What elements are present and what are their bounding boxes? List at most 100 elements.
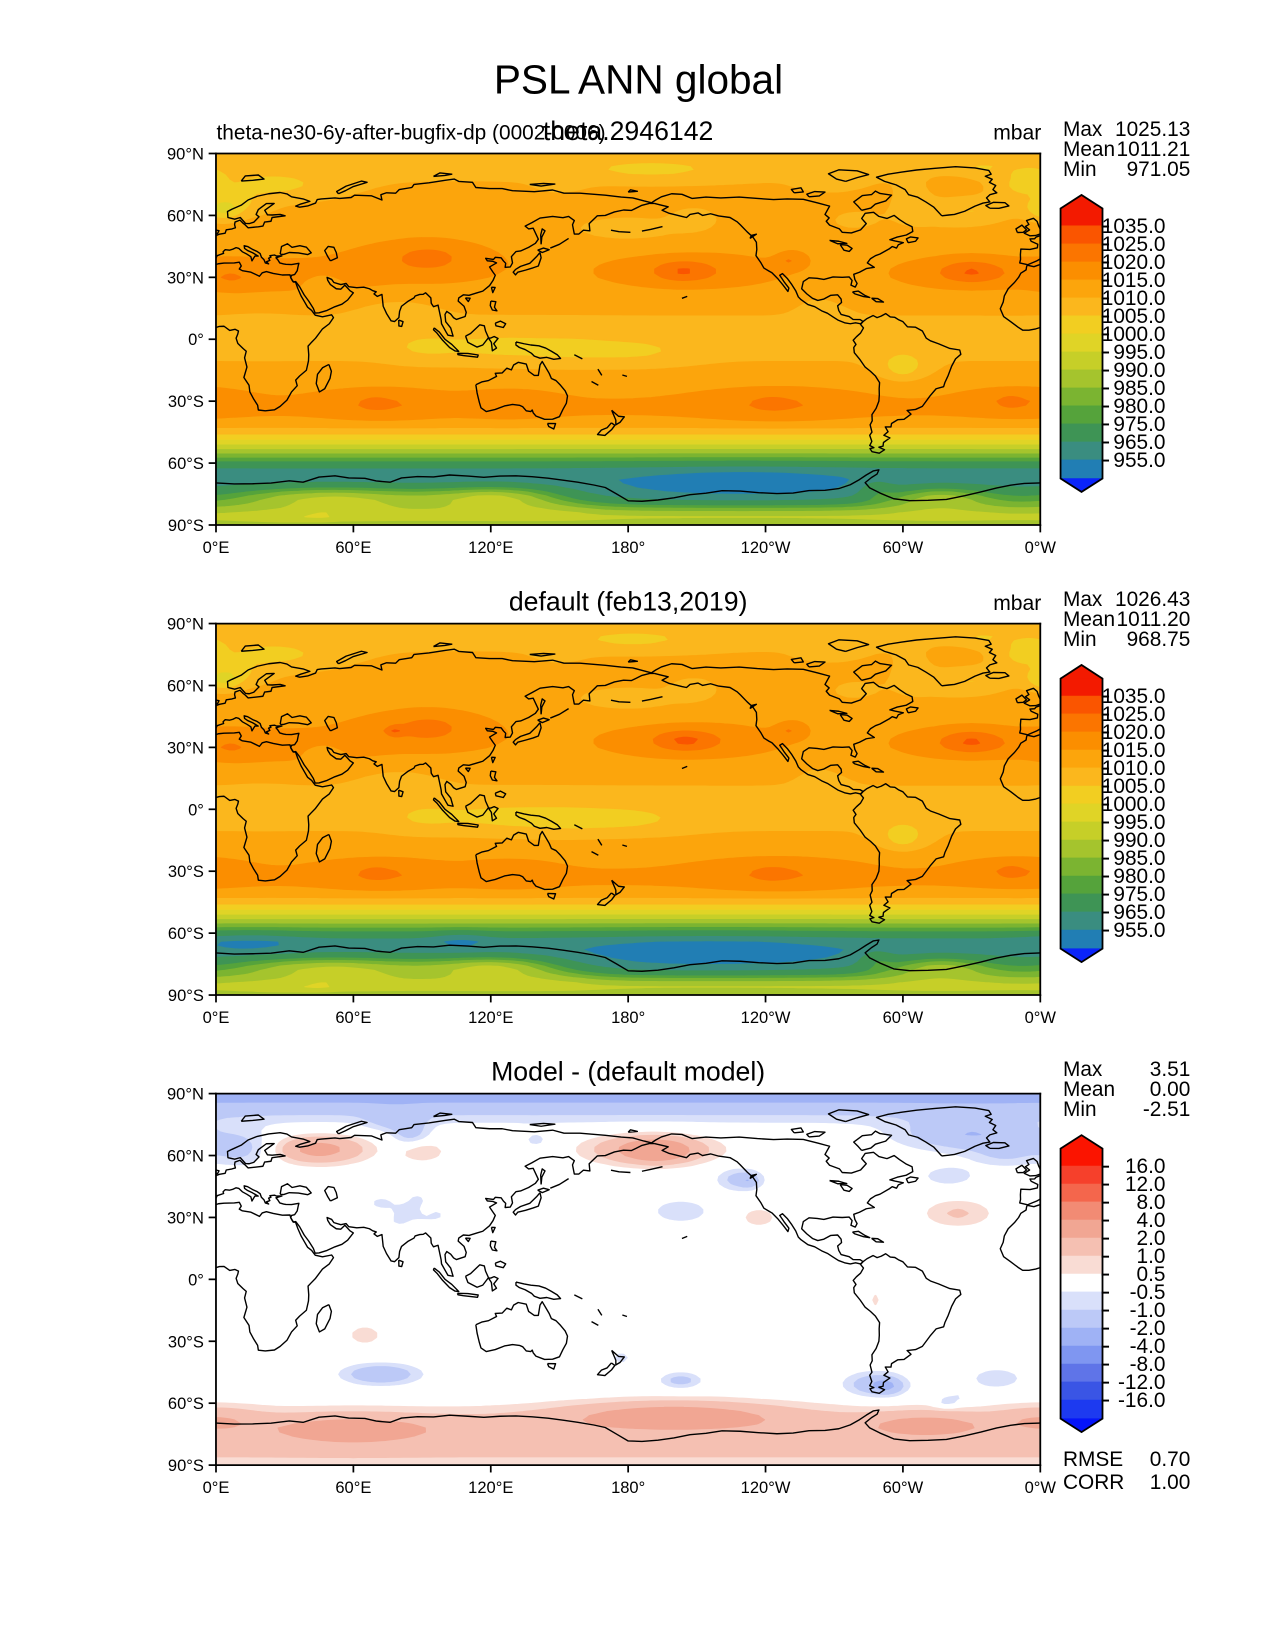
svg-text:30°S: 30°S: [168, 1332, 204, 1351]
svg-text:60°W: 60°W: [883, 1008, 924, 1027]
svg-text:0°E: 0°E: [203, 538, 230, 557]
svg-text:0.5: 0.5: [1137, 1263, 1166, 1286]
svg-text:-12.0: -12.0: [1118, 1371, 1165, 1394]
svg-text:30°N: 30°N: [167, 738, 204, 757]
svg-text:90°S: 90°S: [168, 516, 204, 535]
svg-text:CORR: CORR: [1063, 1471, 1124, 1494]
svg-text:1015.0: 1015.0: [1102, 739, 1166, 762]
svg-text:90°N: 90°N: [167, 144, 204, 163]
svg-text:default (feb13,2019): default (feb13,2019): [509, 587, 748, 617]
svg-text:-1.0: -1.0: [1130, 1299, 1166, 1322]
svg-text:120°E: 120°E: [468, 1008, 513, 1027]
svg-text:1011.21: 1011.21: [1117, 138, 1191, 161]
svg-text:0°W: 0°W: [1025, 1008, 1057, 1027]
svg-text:Min: Min: [1063, 158, 1097, 181]
svg-text:985.0: 985.0: [1113, 847, 1165, 870]
svg-text:990.0: 990.0: [1113, 829, 1165, 852]
svg-text:1010.0: 1010.0: [1102, 287, 1166, 310]
svg-text:120°E: 120°E: [468, 1478, 513, 1497]
svg-text:90°S: 90°S: [168, 986, 204, 1005]
svg-text:60°S: 60°S: [168, 454, 204, 473]
svg-text:Model - (default model): Model - (default model): [491, 1057, 765, 1087]
svg-text:0.70: 0.70: [1150, 1448, 1191, 1471]
svg-text:Min: Min: [1063, 1098, 1097, 1121]
svg-text:995.0: 995.0: [1113, 811, 1165, 834]
svg-text:-4.0: -4.0: [1130, 1335, 1166, 1358]
svg-text:965.0: 965.0: [1113, 901, 1165, 924]
svg-text:30°N: 30°N: [167, 1208, 204, 1227]
svg-text:3.51: 3.51: [1150, 1058, 1191, 1081]
svg-text:1026.43: 1026.43: [1115, 588, 1190, 611]
svg-text:1000.0: 1000.0: [1102, 323, 1166, 346]
svg-text:RMSE: RMSE: [1063, 1448, 1123, 1471]
svg-text:60°S: 60°S: [168, 924, 204, 943]
svg-text:-2.51: -2.51: [1143, 1098, 1190, 1121]
svg-text:0°: 0°: [188, 330, 204, 349]
svg-text:60°W: 60°W: [883, 1478, 924, 1497]
svg-text:980.0: 980.0: [1113, 395, 1165, 418]
svg-text:60°E: 60°E: [335, 1478, 371, 1497]
svg-text:120°W: 120°W: [741, 538, 791, 557]
svg-text:955.0: 955.0: [1113, 449, 1165, 472]
svg-text:-8.0: -8.0: [1130, 1353, 1166, 1376]
svg-text:985.0: 985.0: [1113, 377, 1165, 400]
svg-text:1.00: 1.00: [1150, 1471, 1191, 1494]
svg-text:120°W: 120°W: [741, 1478, 791, 1497]
svg-text:1025.0: 1025.0: [1102, 233, 1166, 256]
svg-text:975.0: 975.0: [1113, 413, 1165, 436]
svg-text:Max: Max: [1063, 118, 1103, 141]
svg-text:8.0: 8.0: [1137, 1191, 1166, 1214]
svg-text:1025.0: 1025.0: [1102, 703, 1166, 726]
svg-text:mbar: mbar: [993, 122, 1041, 145]
svg-text:1020.0: 1020.0: [1102, 251, 1166, 274]
svg-text:4.0: 4.0: [1137, 1209, 1166, 1232]
svg-text:PSL ANN global: PSL ANN global: [494, 56, 783, 102]
svg-text:Min: Min: [1063, 628, 1097, 651]
svg-text:180°: 180°: [611, 1008, 645, 1027]
svg-text:2.0: 2.0: [1137, 1227, 1166, 1250]
svg-text:12.0: 12.0: [1125, 1173, 1166, 1196]
svg-text:975.0: 975.0: [1113, 883, 1165, 906]
svg-text:-0.5: -0.5: [1130, 1281, 1166, 1304]
svg-text:0°: 0°: [188, 1270, 204, 1289]
svg-text:theta.2946142: theta.2946142: [543, 116, 713, 146]
svg-text:Max: Max: [1063, 588, 1103, 611]
svg-text:180°: 180°: [611, 1478, 645, 1497]
svg-text:60°N: 60°N: [167, 206, 204, 225]
svg-text:theta-ne30-6y-after-bugfix-dp: theta-ne30-6y-after-bugfix-dp (0002-0006…: [217, 122, 606, 145]
svg-text:1005.0: 1005.0: [1102, 305, 1166, 328]
svg-text:60°W: 60°W: [883, 538, 924, 557]
svg-text:Max: Max: [1063, 1058, 1103, 1081]
svg-text:0°W: 0°W: [1025, 538, 1057, 557]
svg-text:60°N: 60°N: [167, 676, 204, 695]
svg-text:1035.0: 1035.0: [1102, 215, 1166, 238]
svg-text:1011.20: 1011.20: [1117, 608, 1191, 631]
svg-text:1025.13: 1025.13: [1115, 118, 1190, 141]
svg-text:Mean: Mean: [1063, 138, 1115, 161]
svg-text:0°: 0°: [188, 800, 204, 819]
svg-text:60°E: 60°E: [335, 538, 371, 557]
svg-text:30°S: 30°S: [168, 392, 204, 411]
svg-text:971.05: 971.05: [1127, 158, 1191, 181]
svg-text:1005.0: 1005.0: [1102, 775, 1166, 798]
svg-text:1.0: 1.0: [1137, 1245, 1166, 1268]
svg-text:1020.0: 1020.0: [1102, 721, 1166, 744]
svg-text:955.0: 955.0: [1113, 919, 1165, 942]
svg-text:90°S: 90°S: [168, 1456, 204, 1475]
svg-text:-16.0: -16.0: [1118, 1389, 1165, 1412]
svg-text:0°W: 0°W: [1025, 1478, 1057, 1497]
svg-text:965.0: 965.0: [1113, 431, 1165, 454]
svg-text:16.0: 16.0: [1125, 1155, 1166, 1178]
svg-text:180°: 180°: [611, 538, 645, 557]
svg-text:980.0: 980.0: [1113, 865, 1165, 888]
svg-text:30°S: 30°S: [168, 862, 204, 881]
svg-text:1000.0: 1000.0: [1102, 793, 1166, 816]
svg-text:90°N: 90°N: [167, 1085, 204, 1104]
svg-text:Mean: Mean: [1063, 1078, 1115, 1101]
svg-text:995.0: 995.0: [1113, 341, 1165, 364]
svg-text:60°E: 60°E: [335, 1008, 371, 1027]
svg-text:90°N: 90°N: [167, 615, 204, 634]
svg-text:60°S: 60°S: [168, 1394, 204, 1413]
svg-text:mbar: mbar: [993, 592, 1041, 615]
svg-text:Mean: Mean: [1063, 608, 1115, 631]
